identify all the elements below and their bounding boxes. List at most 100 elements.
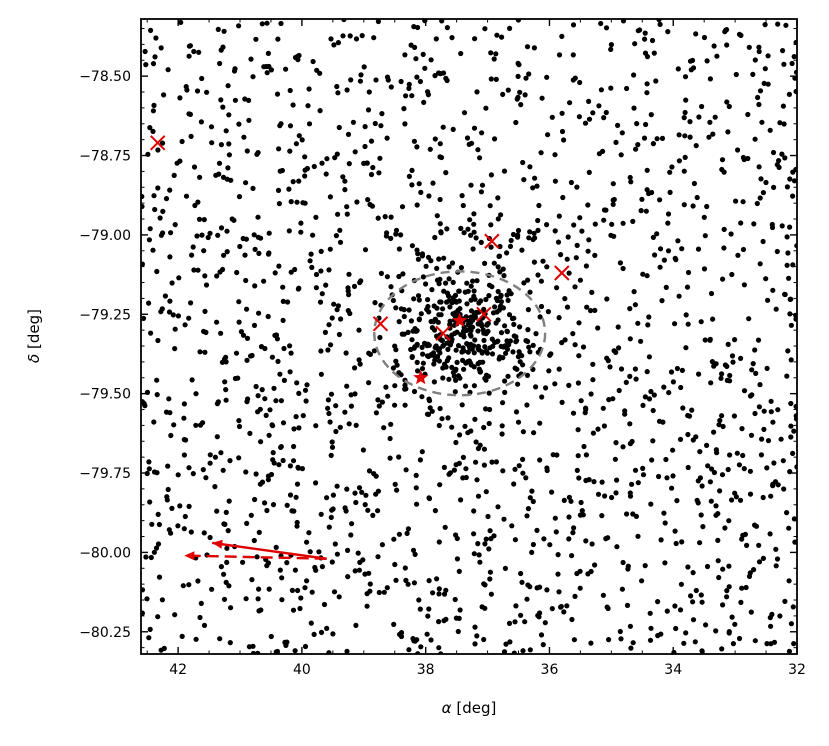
field-star-point <box>534 527 540 534</box>
field-star-point <box>323 282 329 288</box>
field-star-point <box>226 112 232 118</box>
field-star-point <box>352 490 358 496</box>
cluster-star-point <box>506 342 512 348</box>
field-star-point <box>346 421 352 427</box>
field-star-point <box>226 141 232 147</box>
field-star-point <box>505 373 511 379</box>
field-star-point <box>784 234 790 240</box>
field-star-point <box>793 88 797 95</box>
field-star-point <box>689 57 696 64</box>
field-star-point <box>771 184 777 190</box>
field-star-point <box>214 401 220 407</box>
field-star-point <box>503 641 509 647</box>
field-star-point <box>477 442 483 448</box>
field-star-point <box>427 146 433 152</box>
field-star-point <box>494 32 500 38</box>
field-star-point <box>642 563 648 569</box>
field-star-point <box>600 592 607 598</box>
field-star-point <box>770 149 777 156</box>
field-star-point <box>530 342 536 348</box>
field-star-point <box>284 639 290 645</box>
field-star-point <box>196 216 203 222</box>
field-star-point <box>399 204 406 210</box>
field-star-point <box>279 575 285 581</box>
field-star-point <box>564 256 570 262</box>
field-star-point <box>534 585 540 591</box>
field-star-point <box>458 50 464 57</box>
field-star-point <box>523 75 529 81</box>
field-star-point <box>296 285 302 291</box>
field-star-point <box>505 297 511 303</box>
field-star-point <box>663 284 669 290</box>
field-star-point <box>259 21 265 27</box>
field-star-point <box>180 583 186 589</box>
field-star-point <box>530 498 536 505</box>
field-star-point <box>755 337 762 343</box>
cluster-star-point <box>515 381 521 387</box>
cluster-star-point <box>525 327 531 333</box>
field-star-point <box>744 542 750 549</box>
field-star-point <box>605 535 611 541</box>
field-star-point <box>167 254 173 260</box>
cluster-star-point <box>452 313 458 319</box>
field-star-point <box>649 457 655 463</box>
field-star-point <box>218 564 224 570</box>
field-star-point <box>614 477 620 483</box>
field-star-point <box>719 413 725 419</box>
field-star-point <box>457 607 463 613</box>
field-star-point <box>464 135 471 141</box>
field-star-point <box>146 466 152 472</box>
cluster-star-point <box>439 337 445 344</box>
field-star-point <box>655 633 661 639</box>
field-star-point <box>721 226 727 232</box>
field-star-point <box>545 132 551 138</box>
field-star-point <box>209 140 215 146</box>
cluster-star-point <box>416 297 422 303</box>
field-star-point <box>699 103 705 110</box>
field-star-point <box>366 468 373 474</box>
field-star-point <box>274 648 281 654</box>
field-star-point <box>652 252 658 258</box>
field-star-point <box>793 166 797 173</box>
field-star-point <box>223 128 229 134</box>
field-star-point <box>790 450 796 456</box>
field-star-point <box>416 181 422 187</box>
field-star-point <box>460 454 466 460</box>
field-star-point <box>195 578 201 584</box>
cluster-star-point <box>396 319 402 325</box>
field-star-point <box>370 164 376 171</box>
field-star-point <box>512 619 518 625</box>
field-star-point <box>683 345 689 351</box>
field-star-point <box>352 365 358 371</box>
field-star-point <box>552 152 558 158</box>
field-star-point <box>495 264 501 270</box>
field-star-point <box>252 496 258 503</box>
field-star-point <box>699 483 705 489</box>
field-star-point <box>191 267 197 273</box>
field-star-point <box>751 567 757 573</box>
field-star-point <box>242 252 248 258</box>
field-star-point <box>379 542 385 548</box>
field-star-point <box>175 523 181 529</box>
field-star-point <box>482 605 488 611</box>
field-star-point <box>262 500 268 506</box>
field-star-point <box>432 73 438 79</box>
field-star-point <box>441 464 447 470</box>
cluster-star-point <box>480 359 486 365</box>
field-star-point <box>433 36 439 42</box>
field-star-point <box>279 597 285 603</box>
field-star-point <box>404 530 410 537</box>
field-star-point <box>674 498 680 504</box>
field-star-point <box>690 570 696 576</box>
cluster-star-point <box>481 330 487 336</box>
field-star-point <box>754 200 760 207</box>
field-star-point <box>747 468 754 474</box>
cluster-star-point <box>456 298 462 304</box>
field-star-point <box>424 631 430 637</box>
field-star-point <box>485 513 491 520</box>
field-star-point <box>578 499 584 506</box>
field-star-point <box>781 486 787 492</box>
field-star-point <box>631 105 637 111</box>
field-star-point <box>501 273 507 279</box>
